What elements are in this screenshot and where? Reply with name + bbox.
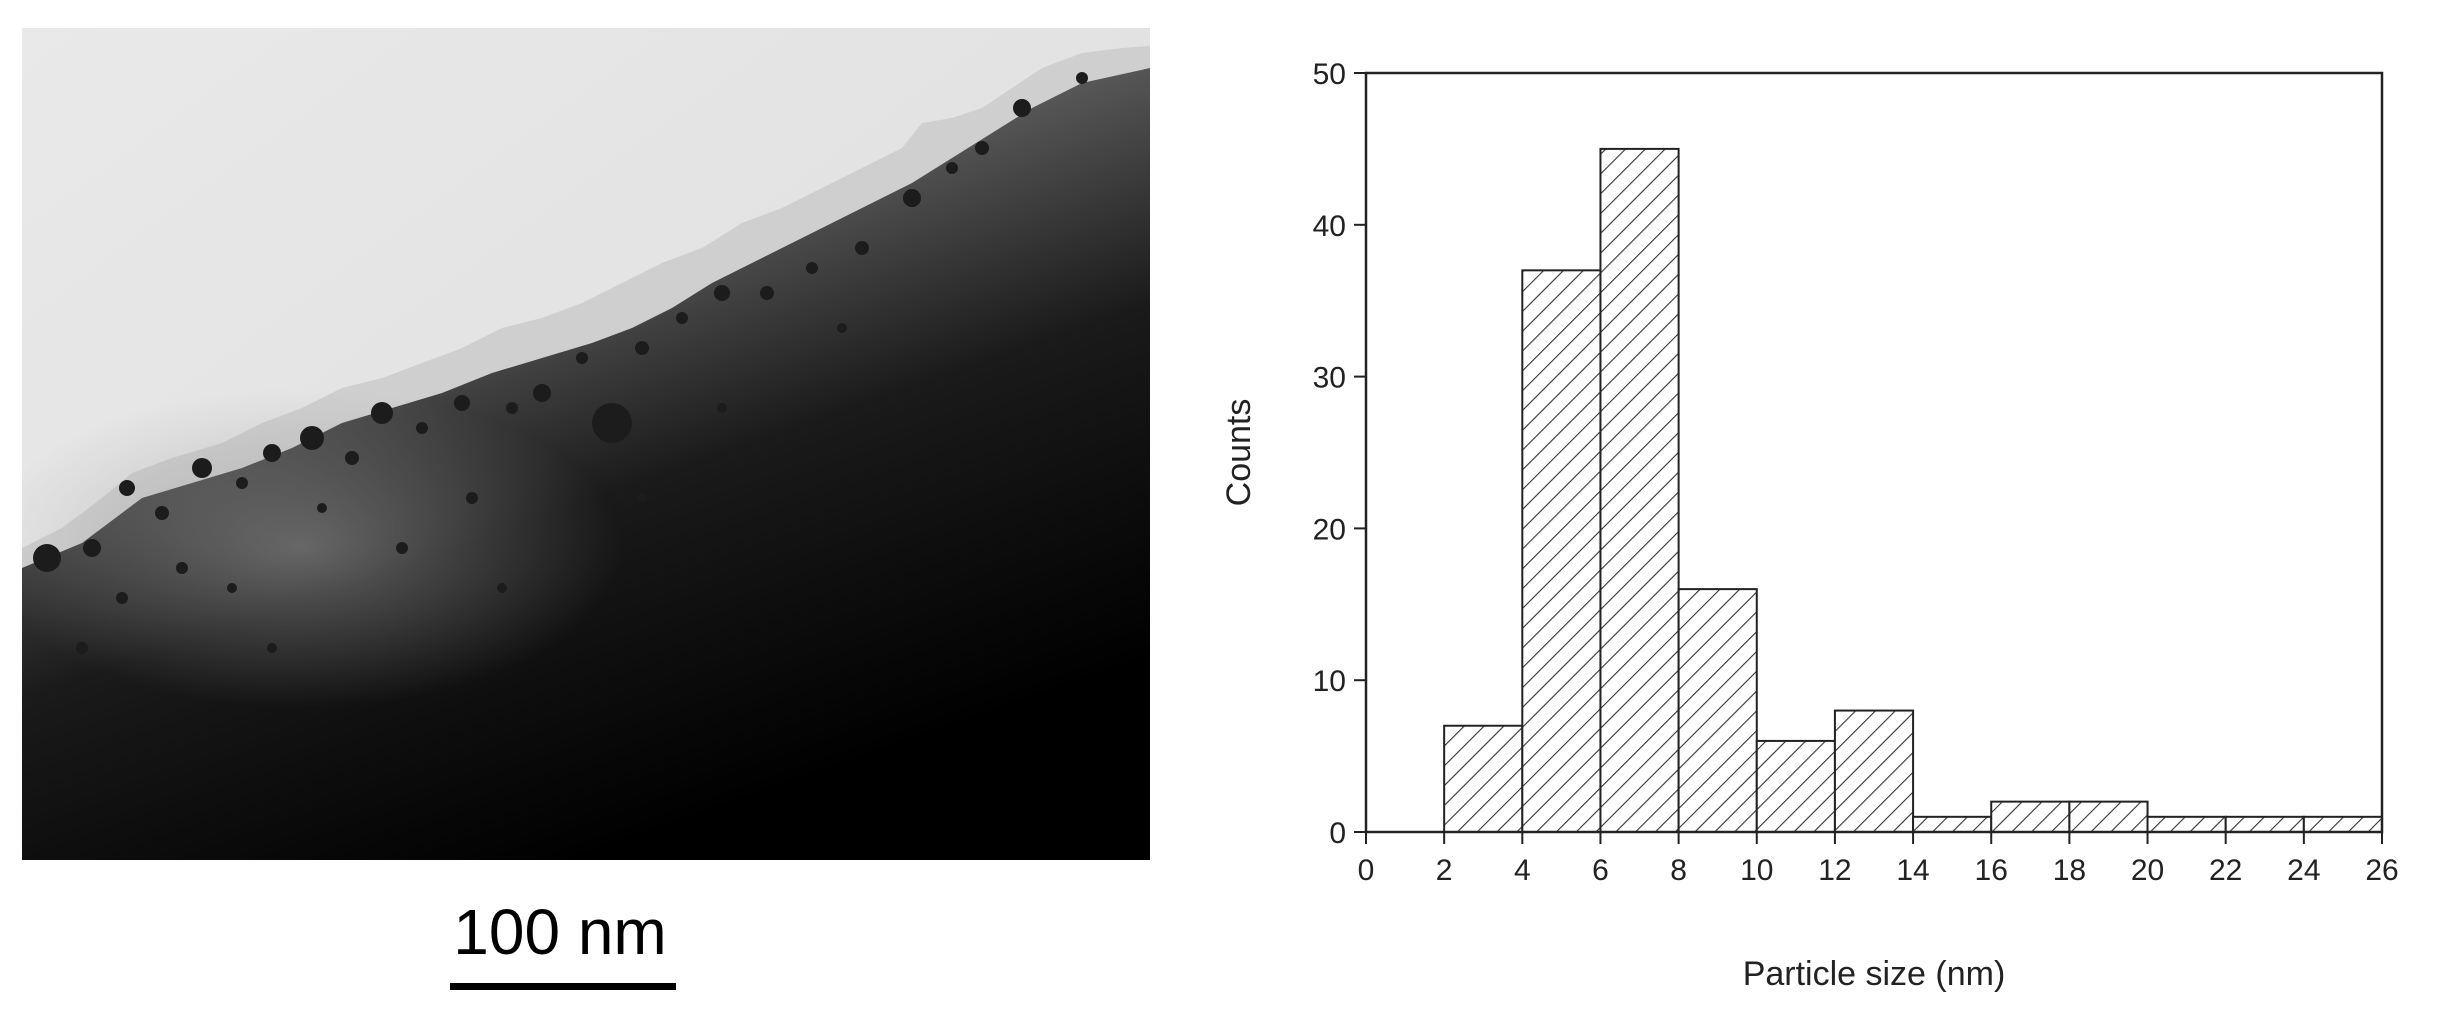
x-tick-label: 20 (2131, 854, 2164, 887)
histogram-bar-22-24 (2224, 815, 2305, 834)
scale-bar (450, 983, 676, 990)
y-tick-label: 30 (1313, 362, 1346, 395)
tem-micrograph (22, 28, 1150, 860)
histogram-bars (1443, 147, 2384, 834)
histogram-bar-16-18 (1990, 800, 2071, 834)
x-axis-title: Particle size (nm) (1743, 955, 2006, 993)
histogram-bar-18-20 (2068, 800, 2149, 834)
x-tick-label: 18 (2053, 854, 2086, 887)
x-tick-label: 4 (1514, 854, 1531, 887)
y-tick-label: 40 (1313, 210, 1346, 243)
x-tick-label: 8 (1670, 854, 1687, 887)
x-tick-label: 22 (2209, 854, 2242, 887)
x-tick-label: 14 (1896, 854, 1929, 887)
x-tick-label: 0 (1358, 854, 1375, 887)
plot-frame (1364, 71, 2384, 834)
micrograph-image (22, 28, 1150, 860)
histogram-bar-24-26 (2302, 815, 2384, 834)
scale-bar-label: 100 nm (453, 896, 667, 968)
y-axis-ticks: 0 10 20 30 40 50 (1313, 58, 1366, 850)
histogram-bar-8-10 (1677, 588, 1758, 833)
histogram-bar-2-4 (1443, 724, 1524, 833)
y-tick-label: 20 (1313, 513, 1346, 546)
histogram-bar-20-22 (2146, 815, 2227, 834)
x-tick-label: 2 (1436, 854, 1453, 887)
x-tick-label: 12 (1818, 854, 1851, 887)
y-tick-label: 0 (1329, 817, 1346, 850)
x-tick-label: 24 (2287, 854, 2320, 887)
histogram-bar-10-12 (1755, 739, 1836, 833)
histogram-bar-12-14 (1833, 709, 1915, 833)
histogram-bar-6-8 (1599, 147, 1680, 833)
x-tick-label: 26 (2365, 854, 2398, 887)
x-tick-label: 10 (1740, 854, 1773, 887)
histogram-bar-14-16 (1912, 815, 1993, 834)
x-tick-label: 6 (1592, 854, 1609, 887)
histogram-bar-4-6 (1521, 269, 1602, 833)
x-axis-ticks: 0 2 4 6 8 10 12 14 16 18 20 22 24 26 (1358, 832, 2399, 887)
y-axis-title: Counts (1220, 399, 1258, 507)
y-tick-label: 50 (1313, 58, 1346, 91)
x-tick-label: 16 (1975, 854, 2008, 887)
y-tick-label: 10 (1313, 665, 1346, 698)
